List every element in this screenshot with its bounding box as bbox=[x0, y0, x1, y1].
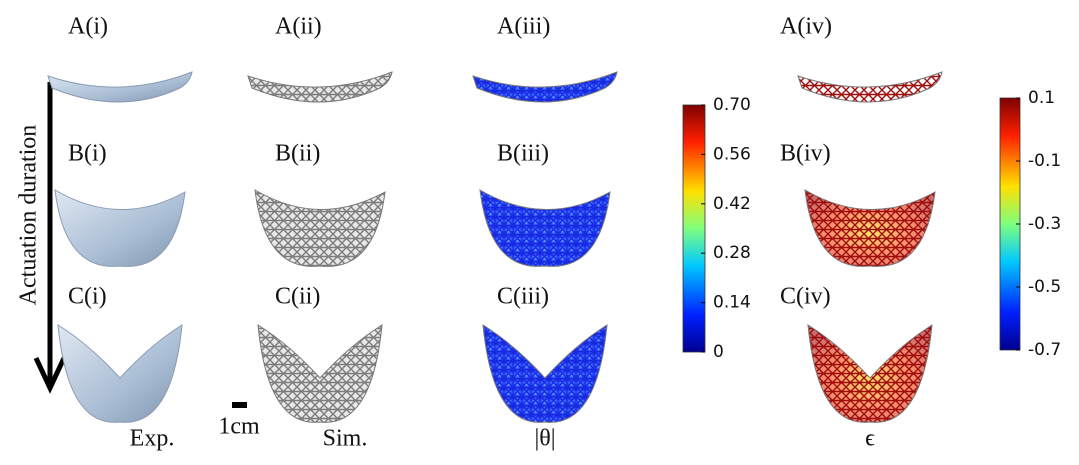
colorbar-tick-label: 0.1 bbox=[1028, 88, 1055, 108]
specimen bbox=[57, 324, 183, 423]
panel-label: A(iii) bbox=[497, 14, 550, 40]
colorbar-tick-label: 0.14 bbox=[713, 293, 751, 313]
panel-label: C(iv) bbox=[780, 284, 831, 310]
colorbar-tick-label: 0.42 bbox=[713, 194, 751, 214]
specimen bbox=[479, 189, 611, 267]
specimen bbox=[247, 71, 393, 103]
scale-bar bbox=[232, 402, 247, 408]
specimen bbox=[482, 324, 608, 423]
column-caption: Sim. bbox=[323, 426, 368, 452]
colorbar bbox=[682, 104, 706, 353]
specimen bbox=[257, 324, 383, 423]
panel-label: A(i) bbox=[68, 14, 108, 40]
colorbar-tick-label: -0.1 bbox=[1028, 151, 1061, 171]
panel-label: B(ii) bbox=[275, 141, 320, 167]
panel-label: A(iv) bbox=[780, 14, 832, 40]
colorbar-tick-label: -0.3 bbox=[1028, 214, 1061, 234]
specimen bbox=[807, 324, 933, 423]
specimen bbox=[47, 71, 193, 103]
panel-label: B(i) bbox=[68, 141, 107, 167]
column-caption: |θ| bbox=[534, 426, 555, 452]
arrow-label: Actuation duration bbox=[16, 125, 42, 306]
colorbar-tick-label: 0 bbox=[713, 342, 724, 362]
panel-label: C(i) bbox=[68, 284, 107, 310]
colorbar-tick-label: -0.5 bbox=[1028, 277, 1061, 297]
colorbar-tick-label: 0.70 bbox=[713, 95, 751, 115]
specimen bbox=[54, 189, 186, 267]
panel-label: C(ii) bbox=[275, 284, 320, 310]
column-caption: ϵ bbox=[865, 426, 875, 452]
colorbar-tick-label: -0.7 bbox=[1028, 340, 1061, 360]
panel-label: B(iv) bbox=[780, 141, 831, 167]
scale-bar-label: 1cm bbox=[218, 414, 260, 440]
specimen bbox=[797, 71, 943, 103]
specimen bbox=[472, 71, 618, 103]
specimen bbox=[804, 189, 936, 267]
panel-label: C(iii) bbox=[497, 284, 549, 310]
panel-label: B(iii) bbox=[497, 141, 549, 167]
panel-label: A(ii) bbox=[275, 14, 322, 40]
colorbar-tick-label: 0.56 bbox=[713, 144, 751, 164]
column-caption: Exp. bbox=[130, 426, 175, 452]
colorbar-tick-label: 0.28 bbox=[713, 243, 751, 263]
arrow-head bbox=[33, 356, 67, 394]
specimen bbox=[254, 189, 386, 267]
